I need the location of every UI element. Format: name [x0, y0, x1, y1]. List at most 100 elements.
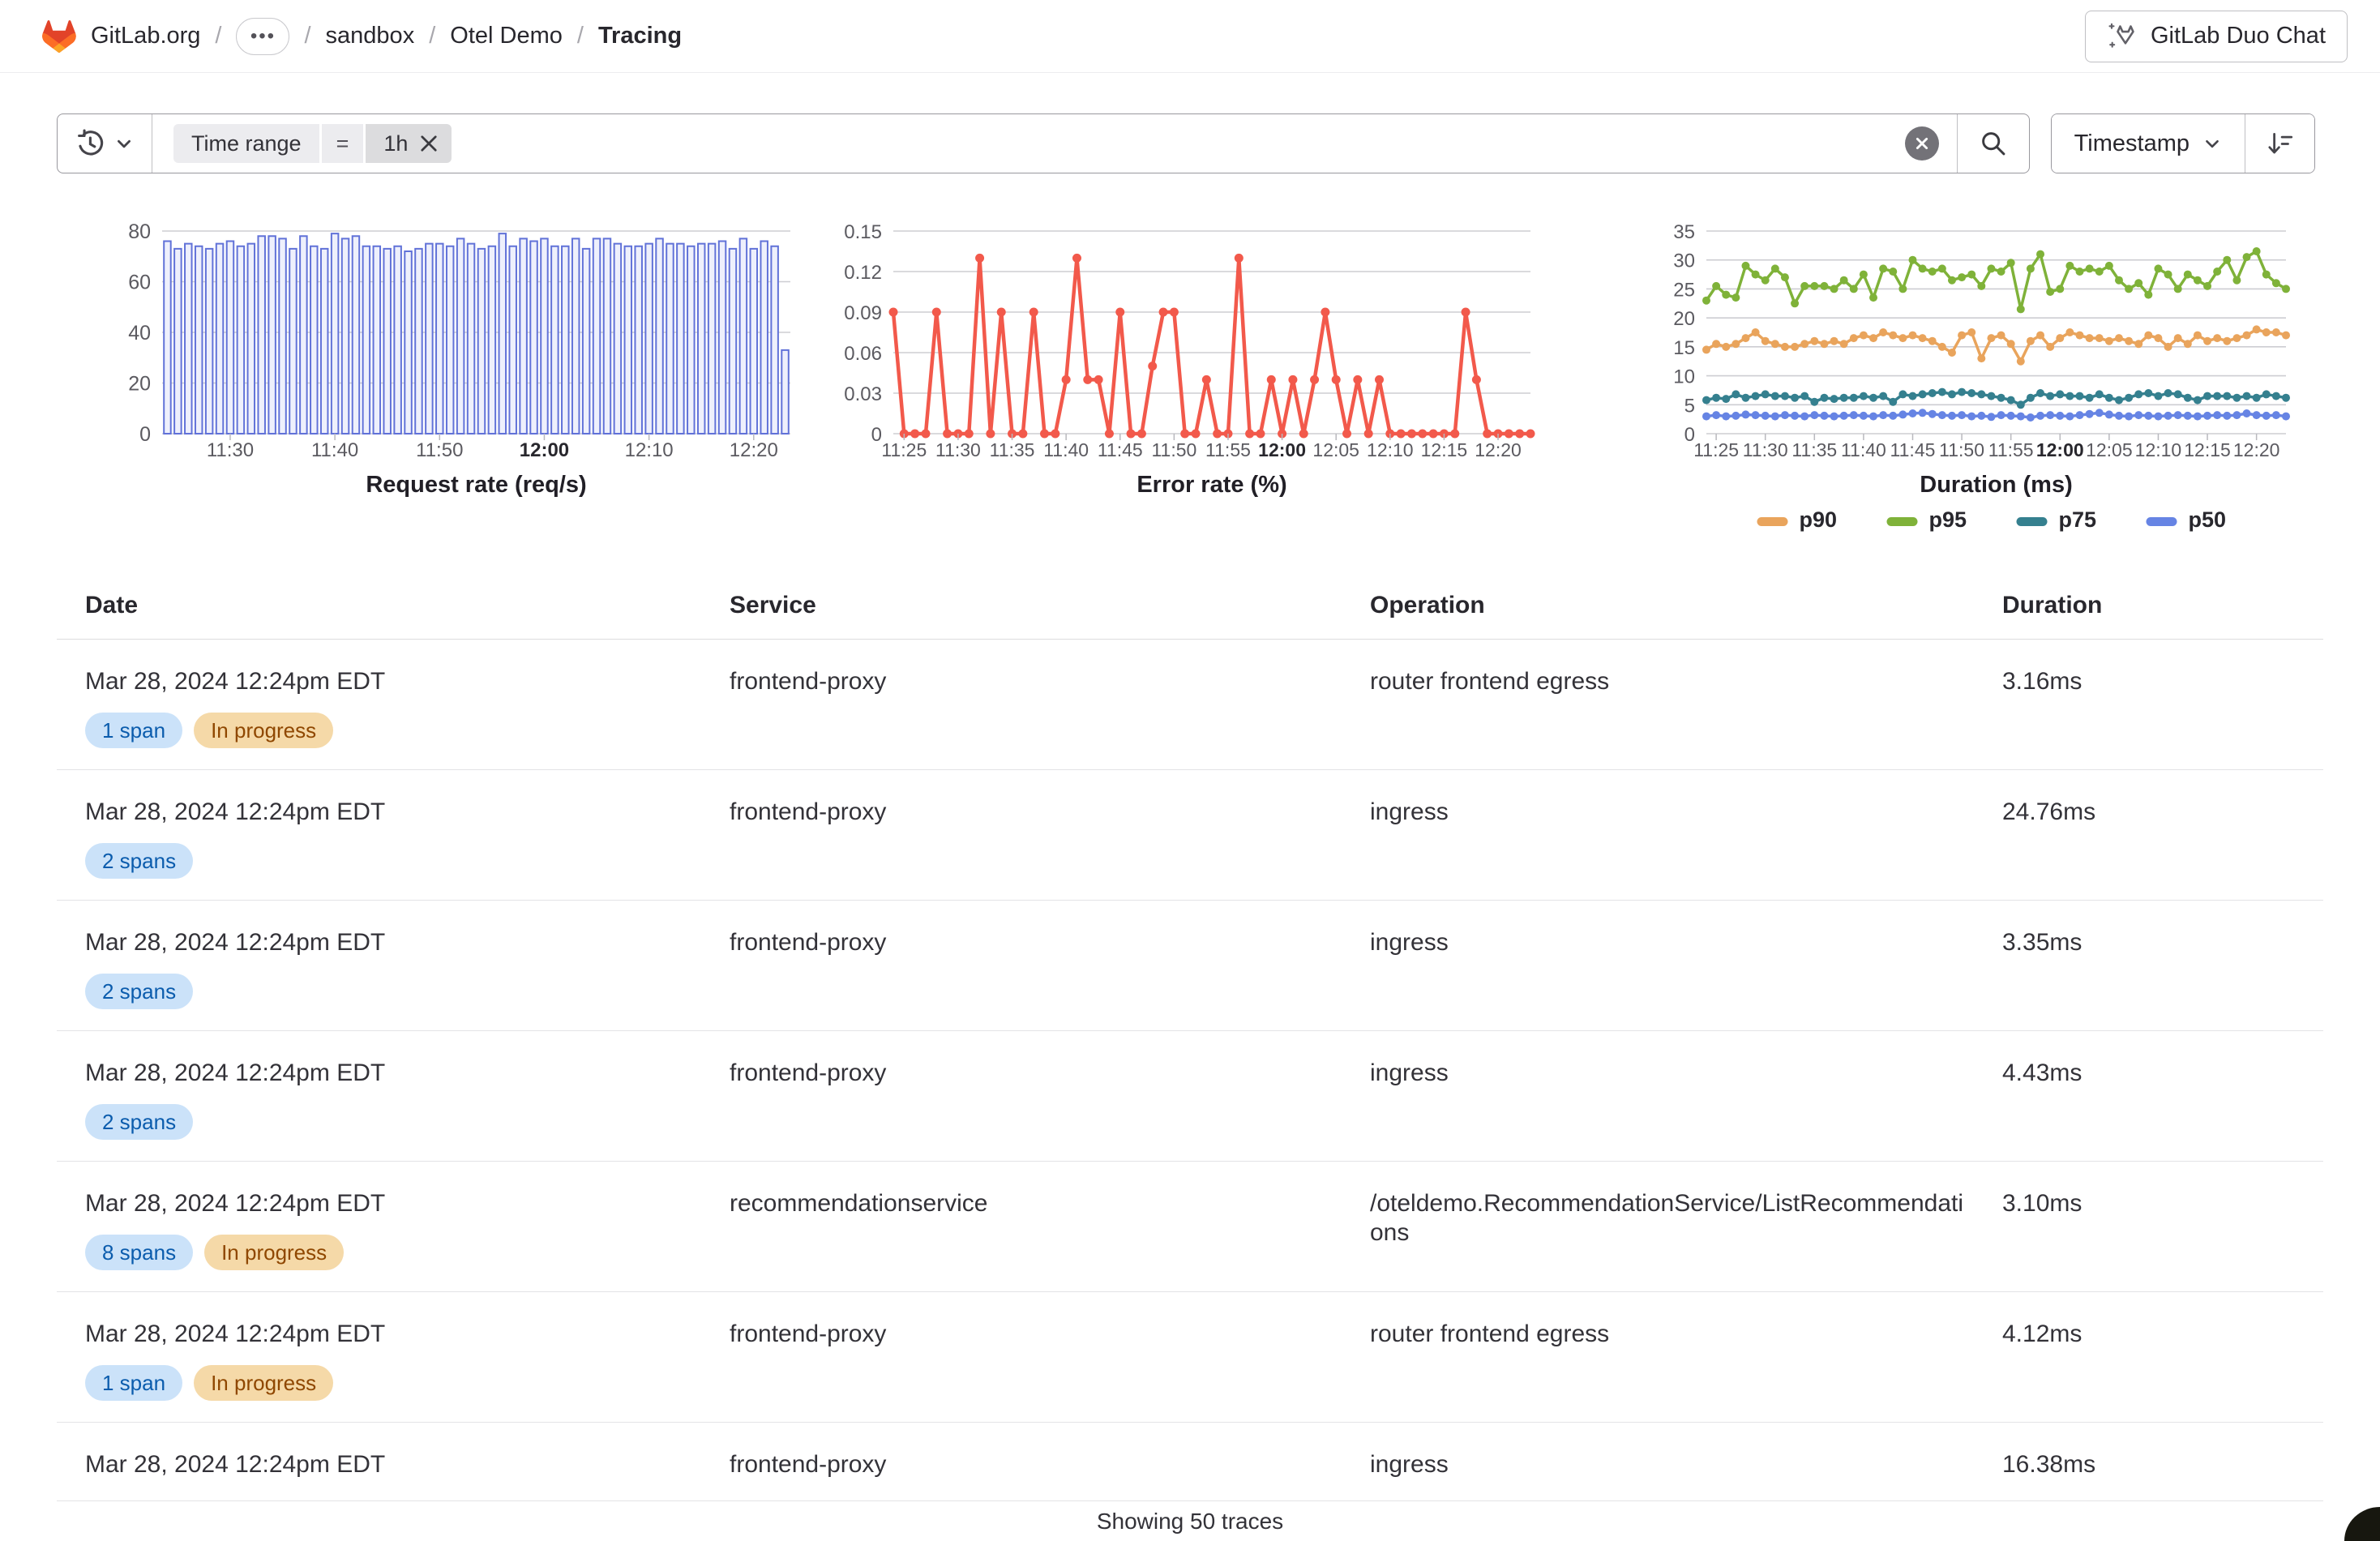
- token-remove-icon[interactable]: [419, 134, 439, 153]
- duo-chat-tanuki-icon: [2107, 21, 2139, 52]
- chevron-down-icon: [2202, 134, 2222, 153]
- svg-text:11:25: 11:25: [1693, 439, 1739, 460]
- date-cell: Mar 28, 2024 12:24pm EDT 8 spans In progre…: [57, 1189, 701, 1270]
- svg-text:12:15: 12:15: [2184, 439, 2231, 460]
- table-row[interactable]: Mar 28, 2024 12:24pm EDT 8 spans In progre…: [57, 1162, 2323, 1292]
- table-body: Mar 28, 2024 12:24pm EDT 1 span In progres…: [57, 640, 2323, 1501]
- svg-text:p50: p50: [2189, 507, 2227, 532]
- svg-text:20: 20: [1673, 308, 1695, 330]
- span-count-badge: 2 spans: [85, 974, 194, 1009]
- legend-item-p50[interactable]: p50: [2146, 507, 2227, 532]
- span-count-badge: 2 spans: [85, 843, 194, 879]
- span-count-badge: 1 span: [85, 713, 183, 748]
- date-cell: Mar 28, 2024 12:24pm EDT 2 spans: [57, 798, 701, 879]
- duo-chat-button[interactable]: GitLab Duo Chat: [2084, 10, 2348, 62]
- filtered-search-input[interactable]: Time range = 1h: [152, 114, 1887, 173]
- breadcrumb-ellipsis-button[interactable]: •••: [236, 17, 290, 55]
- service-cell: frontend-proxy: [701, 928, 1342, 1009]
- duration-cell: 4.43ms: [1974, 1059, 2323, 1140]
- sort-field-dropdown[interactable]: Timestamp: [2051, 114, 2245, 173]
- span-count-badge: 1 span: [85, 1365, 183, 1401]
- request-rate-chart-svg: 0 20 40 60 80 11:30 11:40 11:50 12:00 12:10 12:20 R…: [128, 220, 790, 498]
- svg-text:0: 0: [1684, 424, 1695, 446]
- status-badge: In progress: [194, 1365, 334, 1401]
- breadcrumb-item-gitlab-org[interactable]: GitLab.org: [91, 23, 201, 49]
- trace-operation: ingress: [1370, 929, 1449, 956]
- token-operator[interactable]: =: [321, 124, 364, 163]
- svg-text:12:20: 12:20: [1475, 439, 1522, 460]
- breadcrumb-item-sandbox[interactable]: sandbox: [325, 23, 415, 49]
- table-row[interactable]: Mar 28, 2024 12:24pm EDT frontend-proxy in…: [57, 1423, 2323, 1501]
- svg-text:11:35: 11:35: [990, 439, 1035, 460]
- table-row[interactable]: Mar 28, 2024 12:24pm EDT 2 spans frontend-…: [57, 770, 2323, 901]
- duo-chat-label: GitLab Duo Chat: [2150, 23, 2326, 49]
- trace-duration: 24.76ms: [2002, 798, 2096, 825]
- duration-cell: 3.35ms: [1974, 928, 2323, 1009]
- date-cell: Mar 28, 2024 12:24pm EDT 1 span In progres…: [57, 1320, 701, 1401]
- table-header-row: Date Service Operation Duration: [57, 574, 2323, 640]
- svg-text:p95: p95: [1929, 507, 1967, 532]
- trace-date: Mar 28, 2024 12:24pm EDT: [85, 668, 386, 695]
- duration-cell: 4.12ms: [1974, 1320, 2323, 1401]
- table-row[interactable]: Mar 28, 2024 12:24pm EDT 1 span In progres…: [57, 1292, 2323, 1423]
- legend-item-p90[interactable]: p90: [1757, 507, 1838, 532]
- svg-text:5: 5: [1684, 395, 1695, 417]
- svg-text:0.15: 0.15: [844, 221, 882, 243]
- table-row[interactable]: Mar 28, 2024 12:24pm EDT 1 span In progres…: [57, 640, 2323, 770]
- svg-text:11:25: 11:25: [881, 439, 927, 460]
- filtered-search-box: Time range = 1h: [57, 113, 2030, 173]
- service-cell: frontend-proxy: [701, 1450, 1342, 1479]
- legend-item-p75[interactable]: p75: [2016, 507, 2097, 532]
- sort-direction-button[interactable]: [2245, 114, 2314, 173]
- breadcrumb-separator: /: [576, 23, 584, 49]
- trace-date: Mar 28, 2024 12:24pm EDT: [85, 798, 386, 825]
- svg-text:11:40: 11:40: [311, 439, 358, 461]
- status-badge: In progress: [194, 713, 334, 748]
- svg-text:30: 30: [1673, 250, 1695, 272]
- svg-text:20: 20: [128, 373, 151, 396]
- duration-chart[interactable]: 0 5 10 15 20 25 30 35 11:25 11:30 11:35 11:40 11:45 1…: [1621, 219, 2326, 576]
- breadcrumb-item-otel-demo[interactable]: Otel Demo: [450, 23, 563, 49]
- token-field[interactable]: Time range: [173, 124, 319, 163]
- history-clock-icon: [75, 129, 105, 158]
- svg-text:11:40: 11:40: [1043, 439, 1089, 460]
- service-cell: recommendationservice: [701, 1189, 1342, 1270]
- date-cell: Mar 28, 2024 12:24pm EDT 2 spans: [57, 928, 701, 1009]
- svg-text:12:05: 12:05: [1312, 439, 1359, 460]
- search-submit-button[interactable]: [1956, 114, 2029, 173]
- trace-operation: router frontend egress: [1370, 668, 1610, 695]
- trace-duration: 3.10ms: [2002, 1190, 2082, 1217]
- trace-duration: 16.38ms: [2002, 1451, 2096, 1478]
- svg-text:40: 40: [128, 322, 151, 345]
- chart-title: Error rate (%): [1136, 472, 1286, 498]
- chart-title: Duration (ms): [1920, 472, 2073, 498]
- operation-cell: /oteldemo.RecommendationService/ListReco…: [1342, 1189, 1974, 1270]
- operation-cell: router frontend egress: [1342, 1320, 1974, 1401]
- operation-cell: ingress: [1342, 928, 1974, 1009]
- badge-list: 2 spans: [85, 1104, 701, 1140]
- svg-text:35: 35: [1673, 221, 1695, 243]
- table-row[interactable]: Mar 28, 2024 12:24pm EDT 2 spans frontend-…: [57, 901, 2323, 1031]
- token-value[interactable]: 1h: [366, 124, 452, 163]
- trace-duration: 3.35ms: [2002, 929, 2082, 956]
- chevron-down-icon: [114, 134, 134, 153]
- trace-service: frontend-proxy: [730, 798, 887, 825]
- request-rate-chart[interactable]: 0 20 40 60 80 11:30 11:40 11:50 12:00 12:10 12:20 R…: [105, 219, 803, 546]
- svg-text:11:40: 11:40: [1841, 439, 1886, 460]
- search-history-dropdown[interactable]: [58, 114, 152, 173]
- svg-text:12:10: 12:10: [2135, 439, 2182, 460]
- trace-service: frontend-proxy: [730, 1321, 887, 1347]
- gitlab-tanuki-logo-icon: [42, 19, 76, 53]
- table-row[interactable]: Mar 28, 2024 12:24pm EDT 2 spans frontend-…: [57, 1031, 2323, 1162]
- breadcrumb-separator: /: [429, 23, 436, 49]
- sort-descending-icon: [2265, 128, 2296, 159]
- traces-table: Date Service Operation Duration Mar 28, 202…: [57, 574, 2323, 1501]
- clear-search-button[interactable]: [1904, 126, 1939, 161]
- error-rate-chart[interactable]: 0 0.03 0.06 0.09 0.12 0.15 11:25 11:30 11:35 11:4…: [835, 219, 1548, 546]
- legend-item-p95[interactable]: p95: [1886, 507, 1967, 532]
- trace-service: frontend-proxy: [730, 929, 887, 956]
- svg-text:11:50: 11:50: [416, 439, 463, 461]
- svg-text:12:05: 12:05: [2086, 439, 2133, 460]
- filter-bar: Time range = 1h: [57, 113, 2315, 173]
